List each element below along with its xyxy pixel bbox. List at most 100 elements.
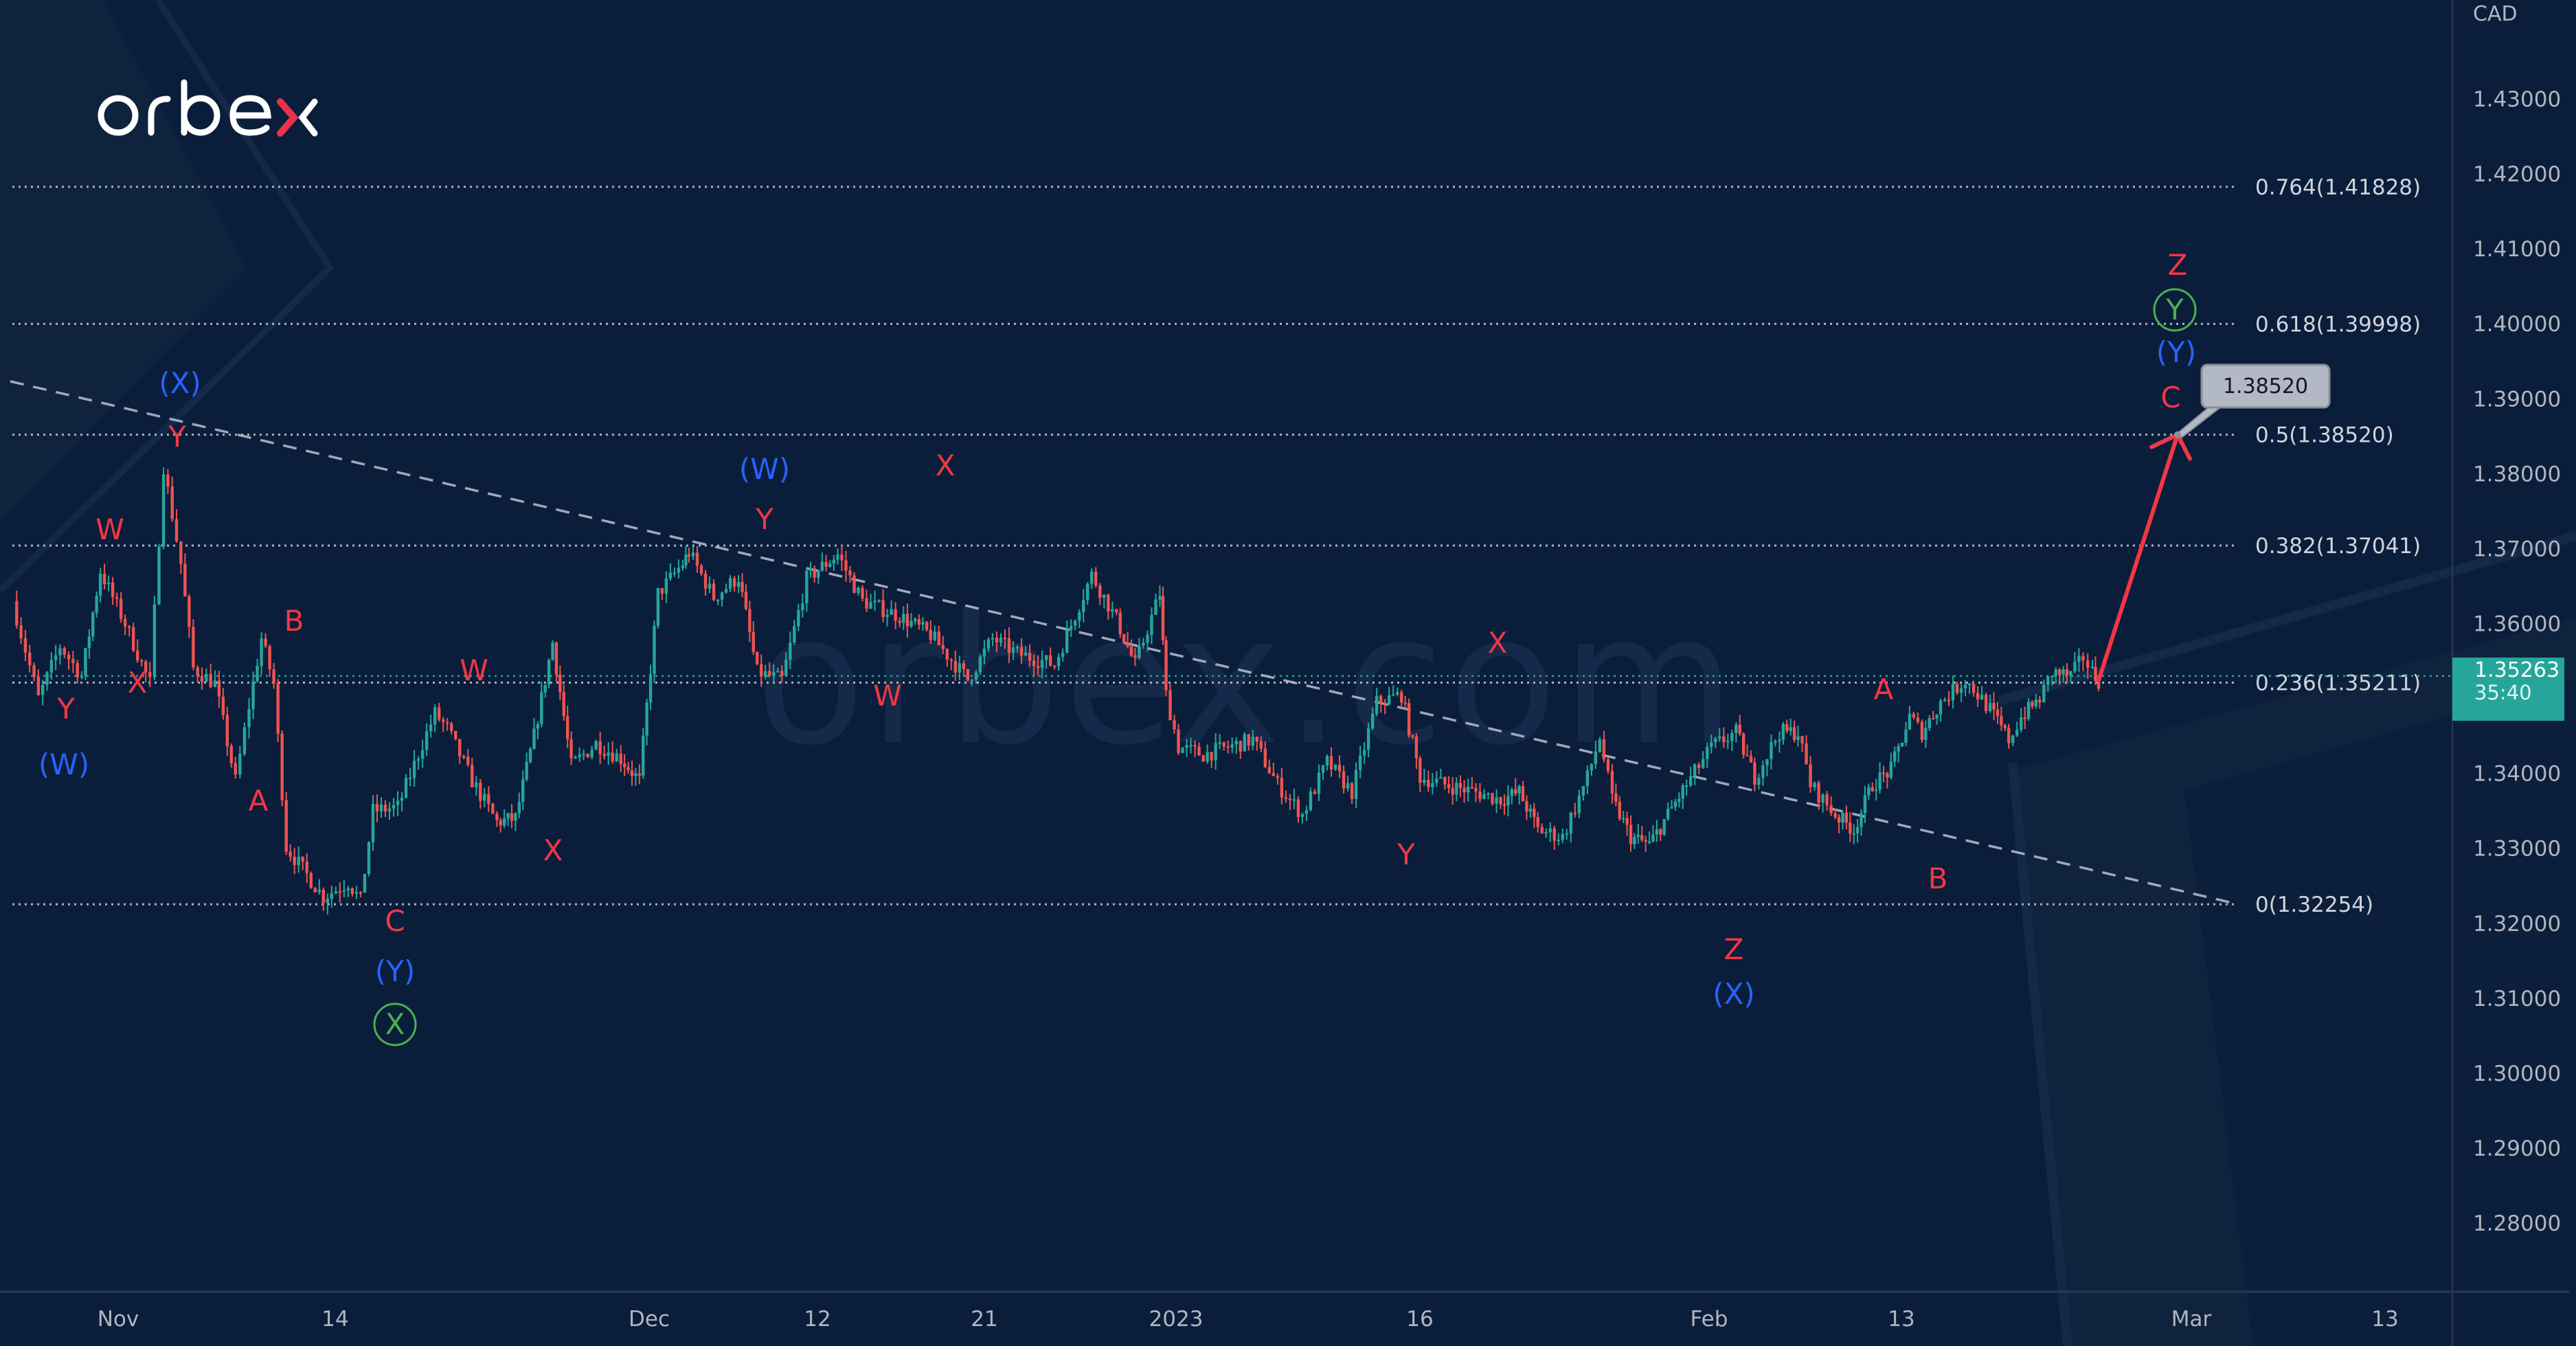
svg-text:(W): (W) [38, 748, 89, 781]
bar-countdown: 35:40 [2474, 681, 2532, 704]
svg-text:(W): (W) [739, 452, 790, 486]
svg-text:0.618(1.39998): 0.618(1.39998) [2255, 312, 2421, 337]
y-tick: 1.34000 [2473, 762, 2561, 787]
y-tick: 1.33000 [2473, 837, 2561, 862]
fib-level-0-764[interactable]: 0.764(1.41828) [12, 175, 2421, 200]
fib-level-0-236[interactable]: 0.236(1.35211) [12, 671, 2421, 696]
x-tick: Nov [98, 1307, 139, 1332]
svg-text:B: B [284, 604, 304, 638]
current-price: 1.35263 [2474, 658, 2560, 682]
projection-arrow[interactable]: 1.38520 [2097, 363, 2331, 683]
svg-text:X: X [1488, 626, 1508, 660]
wave-label-a-6: A [249, 784, 269, 818]
wave-label-z-19: Z [1724, 932, 1744, 966]
svg-text:0.764(1.41828): 0.764(1.41828) [2255, 175, 2421, 200]
orbex-logo [98, 79, 318, 137]
svg-text:(X): (X) [159, 366, 201, 400]
x-tick: Dec [629, 1307, 670, 1332]
wave-label-z-26: Z [2168, 248, 2188, 282]
fib-level-0[interactable]: 0(1.32254) [12, 893, 2373, 917]
wave-label-x-16: X [936, 449, 956, 482]
svg-text:C: C [2160, 381, 2180, 414]
svg-text:Y: Y [2165, 293, 2184, 326]
y-tick: 1.41000 [2473, 237, 2561, 262]
x-tick: Feb [1691, 1307, 1728, 1332]
y-tick: 1.43000 [2473, 87, 2561, 112]
svg-text:Y: Y [56, 692, 75, 726]
svg-text:A: A [1874, 673, 1894, 706]
fib-level-0-382[interactable]: 0.382(1.37041) [12, 534, 2421, 559]
x-tick: 12 [804, 1307, 831, 1332]
svg-text:Y: Y [1397, 838, 1415, 871]
fibonacci-levels[interactable]: 0.764(1.41828) 0.618(1.39998) 0.5(1.38520)… [12, 175, 2452, 917]
wave-label-c-23: C [2160, 381, 2180, 414]
fib-level-0-5[interactable]: 0.5(1.38520) [12, 423, 2394, 448]
wave-label-y-24: (Y) [2156, 335, 2196, 369]
svg-text:X: X [128, 666, 148, 699]
svg-text:Y: Y [168, 420, 186, 453]
wave-label-w-11: W [460, 653, 488, 687]
svg-text:B: B [1928, 862, 1948, 895]
wave-label-c-8: C [385, 904, 405, 938]
target-price-callout[interactable]: 1.38520 [2174, 363, 2331, 438]
wave-label-y-17: Y [1397, 838, 1415, 871]
svg-text:Z: Z [2168, 248, 2188, 282]
svg-text:(Y): (Y) [375, 954, 415, 988]
x-tick: Mar [2171, 1307, 2212, 1332]
currency-label: CAD [2473, 2, 2518, 26]
y-tick: 1.39000 [2473, 387, 2561, 412]
svg-text:W: W [95, 513, 124, 546]
y-tick: 1.37000 [2473, 537, 2561, 561]
x-tick: 14 [321, 1307, 348, 1332]
x-tick: 16 [1406, 1307, 1433, 1332]
svg-text:0.5(1.38520): 0.5(1.38520) [2255, 423, 2394, 448]
wave-label-x-20: (X) [1713, 977, 1755, 1011]
wave-label-x-4: (X) [159, 366, 201, 400]
svg-text:0.382(1.37041): 0.382(1.37041) [2255, 534, 2421, 559]
svg-text:A: A [249, 784, 269, 818]
svg-text:1.38520: 1.38520 [2223, 374, 2308, 399]
wave-label-w-15: W [873, 679, 902, 713]
fib-level-0-618[interactable]: 0.618(1.39998) [12, 312, 2421, 337]
svg-text:C: C [385, 904, 405, 938]
wave-label-b-22: B [1928, 862, 1948, 895]
svg-text:0.236(1.35211): 0.236(1.35211) [2255, 671, 2421, 696]
y-tick: 1.32000 [2473, 912, 2561, 936]
y-tick: 1.28000 [2473, 1211, 2561, 1236]
wave-label-w-2: W [95, 513, 124, 546]
svg-text:X: X [936, 449, 956, 482]
svg-text:X: X [385, 1007, 405, 1041]
svg-text:W: W [460, 653, 488, 687]
y-tick: 1.29000 [2473, 1136, 2561, 1161]
wave-label-x-10: X [373, 1002, 417, 1046]
svg-text:0(1.32254): 0(1.32254) [2255, 893, 2373, 917]
wave-label-y-9: (Y) [375, 954, 415, 988]
wave-label-x-3: X [128, 666, 148, 699]
x-tick: 13 [2371, 1307, 2398, 1332]
x-tick: 21 [971, 1307, 997, 1332]
wave-label-a-21: A [1874, 673, 1894, 706]
svg-text:Y: Y [755, 502, 773, 536]
y-tick: 1.30000 [2473, 1062, 2561, 1086]
y-tick: 1.38000 [2473, 462, 2561, 486]
wave-label-y-1: Y [56, 692, 75, 726]
wave-label-y-14: Y [755, 502, 773, 536]
candlestick-series [15, 467, 2101, 915]
svg-text:(X): (X) [1713, 977, 1755, 1011]
x-tick: 2023 [1149, 1307, 1204, 1332]
trendline-dashed[interactable] [10, 380, 2239, 906]
y-tick: 1.42000 [2473, 162, 2561, 187]
wave-label-w-13: (W) [739, 452, 790, 486]
x-tick: 13 [1888, 1307, 1914, 1332]
svg-text:W: W [873, 679, 902, 713]
y-tick: 1.40000 [2473, 312, 2561, 337]
wave-label-x-12: X [543, 833, 563, 867]
svg-text:Z: Z [1724, 932, 1744, 966]
svg-text:X: X [543, 833, 563, 867]
y-tick: 1.31000 [2473, 987, 2561, 1011]
wave-label-w-0: (W) [38, 748, 89, 781]
